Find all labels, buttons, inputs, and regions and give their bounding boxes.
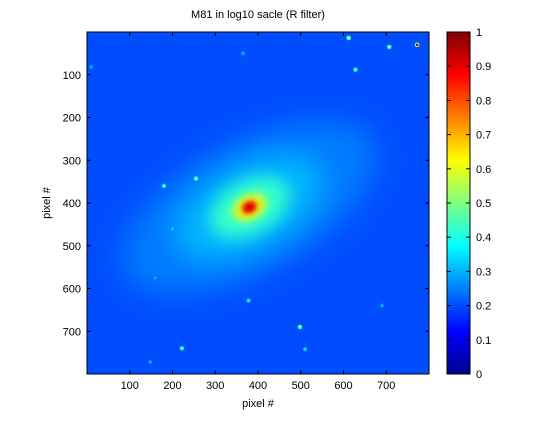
y-axis-ticks: 100 200 300 400 500 600 700 (63, 70, 429, 338)
y-tick-label: 500 (63, 241, 81, 253)
galaxy-peak (245, 204, 254, 211)
x-tick-label: 700 (377, 380, 395, 392)
colorbar-tick-label: 0.7 (476, 130, 491, 142)
point-source (241, 52, 245, 55)
x-tick-label: 600 (334, 380, 352, 392)
colorbar-tick-label: 0.4 (476, 232, 491, 244)
x-tick-label: 300 (206, 380, 224, 392)
x-tick-label: 500 (292, 380, 310, 392)
x-tick-label: 400 (249, 380, 267, 392)
point-source (247, 299, 250, 302)
point-source (303, 347, 307, 351)
colorbar-tick-label: 0.5 (476, 198, 491, 210)
point-source (415, 43, 419, 47)
colorbar-tick-label: 0.1 (476, 335, 491, 347)
x-tick-label: 100 (121, 380, 139, 392)
chart-title: M81 in log10 sacle (R filter) (191, 9, 325, 21)
point-source (194, 177, 198, 180)
point-source (171, 227, 174, 230)
y-tick-label: 300 (63, 155, 81, 167)
y-tick-label: 700 (63, 326, 81, 338)
y-tick-label: 200 (63, 113, 81, 125)
colorbar-tick-label: 0.8 (476, 95, 491, 107)
point-source (298, 325, 302, 329)
x-axis-ticks: 100 200 300 400 500 600 700 (121, 32, 395, 392)
y-tick-label: 600 (63, 284, 81, 296)
heatmap-image (87, 32, 429, 374)
colorbar-tick-label: 0.9 (476, 61, 491, 73)
y-axis-label: pixel # (41, 186, 53, 219)
point-source (180, 347, 184, 350)
colorbar-tick-label: 0.3 (476, 266, 491, 278)
y-tick-label: 100 (63, 70, 81, 82)
colorbar-tick-label: 0.6 (476, 164, 491, 176)
x-tick-label: 200 (163, 380, 181, 392)
x-axis-label: pixel # (242, 398, 275, 410)
point-source (89, 65, 93, 69)
point-source (148, 360, 152, 364)
colorbar-tick-label: 1 (476, 27, 482, 39)
point-source (354, 68, 357, 71)
point-source (380, 304, 384, 307)
point-source (347, 36, 350, 40)
y-tick-label: 400 (63, 198, 81, 210)
point-source (387, 45, 391, 49)
colorbar-ticks: 0 0.1 0.2 0.3 0.4 0.5 0.6 0.7 0.8 0.9 1 (447, 27, 491, 381)
point-source (154, 276, 157, 280)
colorbar-tick-label: 0 (476, 369, 482, 381)
point-source (162, 184, 166, 188)
colorbar-tick-label: 0.2 (476, 301, 491, 313)
